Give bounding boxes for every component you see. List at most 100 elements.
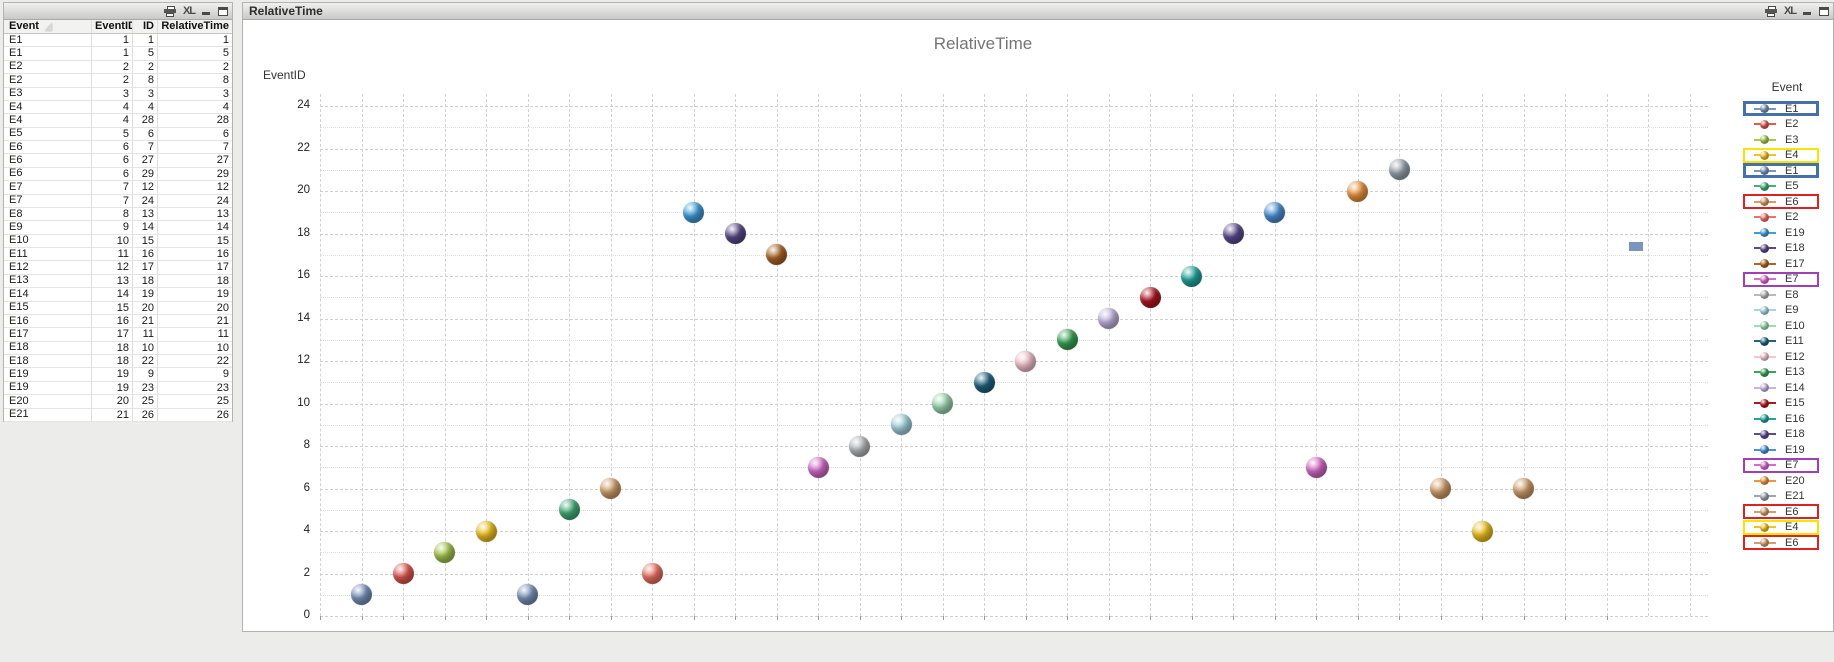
table-cell[interactable]: 12 xyxy=(92,261,133,274)
legend-item-e10-id15[interactable]: E10 xyxy=(1743,318,1819,333)
table-row[interactable]: E5 5 6 6 xyxy=(4,127,232,141)
table-cell[interactable]: 29 xyxy=(216,167,229,180)
data-point-e4-id28[interactable] xyxy=(1471,520,1493,542)
data-point-e20-id25[interactable] xyxy=(1347,180,1368,202)
table-cell[interactable]: E10 xyxy=(4,234,92,247)
table-cell[interactable]: 4 xyxy=(92,114,133,127)
legend-item-e6-id27[interactable]: E6 xyxy=(1743,504,1819,519)
legend-item-e5-id6[interactable]: E5 xyxy=(1743,179,1819,194)
table-row[interactable]: E9 9 14 14 xyxy=(4,221,232,235)
table-cell[interactable]: 29 xyxy=(133,167,158,181)
data-point-e21-id26[interactable] xyxy=(1388,159,1410,181)
table-cell[interactable]: 16 xyxy=(133,248,158,261)
data-point-e6-id27[interactable] xyxy=(1430,478,1451,499)
table-cell[interactable]: 4 xyxy=(133,100,158,114)
table-cell[interactable]: E20 xyxy=(4,395,92,408)
table-row[interactable]: E14 14 19 19 xyxy=(4,288,232,302)
legend-item-e19-id9[interactable]: E19 xyxy=(1743,225,1819,240)
data-point-e2-id8[interactable] xyxy=(641,563,663,584)
table-cell[interactable]: 11 xyxy=(92,248,133,261)
table-cell[interactable]: 18 xyxy=(216,274,229,287)
data-point-e17-id11[interactable] xyxy=(766,244,787,266)
table-cell[interactable]: 8 xyxy=(92,207,133,221)
table-cell[interactable]: E7 xyxy=(4,194,92,207)
table-cell[interactable]: 3 xyxy=(222,87,229,100)
table-cell[interactable]: 27 xyxy=(133,154,158,167)
table-cell[interactable]: 1 xyxy=(92,34,133,47)
table-cell[interactable]: 6 xyxy=(92,141,133,154)
table-cell[interactable]: 8 xyxy=(133,74,158,87)
legend-item-e13-id18[interactable]: E13 xyxy=(1743,365,1819,380)
table-cell[interactable]: 6 xyxy=(133,127,158,140)
table-cell[interactable]: E6 xyxy=(4,141,92,154)
table-cell[interactable]: 14 xyxy=(216,221,229,234)
table-cell[interactable]: E7 xyxy=(4,181,92,194)
table-caption-bar[interactable]: XL xyxy=(4,3,232,20)
data-point-e12-id17[interactable] xyxy=(1015,350,1036,372)
table-cell[interactable]: 12 xyxy=(133,181,158,194)
table-cell[interactable]: 11 xyxy=(217,328,229,341)
table-cell[interactable]: E9 xyxy=(4,221,92,234)
data-point-e16-id21[interactable] xyxy=(1181,265,1202,287)
table-cell[interactable]: 10 xyxy=(216,341,229,354)
table-cell[interactable]: E1 xyxy=(4,47,92,60)
table-cell[interactable]: E19 xyxy=(4,368,92,381)
column-header-relativetime[interactable]: RelativeTime xyxy=(161,20,229,32)
table-row[interactable]: E7 7 12 12 xyxy=(4,181,232,195)
table-cell[interactable]: 6 xyxy=(92,154,133,167)
table-cell[interactable]: E21 xyxy=(4,408,92,421)
table-cell[interactable]: 21 xyxy=(92,408,133,421)
data-point-e1-id5[interactable] xyxy=(517,584,538,606)
table-row[interactable]: E19 19 23 23 xyxy=(4,381,232,396)
table-cell[interactable]: 18 xyxy=(133,274,158,288)
legend-item-e18-id22[interactable]: E18 xyxy=(1743,427,1819,442)
table-cell[interactable]: E4 xyxy=(4,114,92,127)
table-cell[interactable]: 12 xyxy=(216,181,229,194)
data-point-e15-id20[interactable] xyxy=(1139,286,1161,308)
table-cell[interactable]: 7 xyxy=(133,141,158,154)
printer-icon[interactable] xyxy=(1764,5,1777,17)
excel-export-icon[interactable]: XL xyxy=(182,4,196,17)
table-cell[interactable]: 20 xyxy=(133,301,158,314)
table-cell[interactable]: 17 xyxy=(216,261,229,274)
table-cell[interactable]: E18 xyxy=(4,341,92,354)
table-cell[interactable]: 26 xyxy=(133,408,158,421)
table-cell[interactable]: E15 xyxy=(4,301,92,314)
table-row[interactable]: E4 4 4 4 xyxy=(4,100,232,115)
table-cell[interactable]: 13 xyxy=(92,274,133,288)
data-point-e18-id10[interactable] xyxy=(724,223,746,244)
table-cell[interactable]: 2 xyxy=(92,60,133,74)
table-cell[interactable]: 17 xyxy=(92,328,133,341)
table-cell[interactable]: 25 xyxy=(133,395,158,408)
table-cell[interactable]: 9 xyxy=(92,221,133,234)
table-cell[interactable]: 14 xyxy=(133,221,158,234)
data-point-e3-id3[interactable] xyxy=(434,541,455,563)
table-cell[interactable]: 5 xyxy=(133,47,158,60)
table-row[interactable]: E6 6 7 7 xyxy=(4,141,232,155)
table-cell[interactable]: E2 xyxy=(4,74,92,87)
table-cell[interactable]: 2 xyxy=(133,60,158,74)
table-cell[interactable]: 6 xyxy=(222,127,229,140)
table-cell[interactable]: E19 xyxy=(4,381,92,395)
legend-item-e14-id19[interactable]: E14 xyxy=(1743,380,1819,395)
legend-item-e9-id14[interactable]: E9 xyxy=(1743,303,1819,318)
table-cell[interactable]: E6 xyxy=(4,154,92,167)
table-cell[interactable]: E6 xyxy=(4,167,92,181)
table-cell[interactable]: 23 xyxy=(216,381,229,394)
table-cell[interactable]: 4 xyxy=(222,100,229,113)
legend-item-e6-id29[interactable]: E6 xyxy=(1743,535,1819,550)
data-point-e19-id23[interactable] xyxy=(1264,201,1285,223)
table-cell[interactable]: 13 xyxy=(216,207,229,220)
table-cell[interactable]: E1 xyxy=(4,34,92,47)
legend-item-e7-id24[interactable]: E7 xyxy=(1743,457,1819,473)
data-point-e2-id2[interactable] xyxy=(392,563,414,584)
table-cell[interactable]: E12 xyxy=(4,261,92,274)
table-cell[interactable]: 19 xyxy=(216,288,229,301)
table-cell[interactable]: 8 xyxy=(222,74,229,87)
table-cell[interactable]: 22 xyxy=(133,355,158,368)
chart-caption-bar[interactable]: RelativeTime XL xyxy=(243,3,1833,20)
minimize-icon[interactable] xyxy=(1803,6,1812,16)
column-header-event[interactable]: Event xyxy=(4,20,92,33)
table-cell[interactable]: 17 xyxy=(133,261,158,274)
table-cell[interactable]: 19 xyxy=(133,288,158,301)
